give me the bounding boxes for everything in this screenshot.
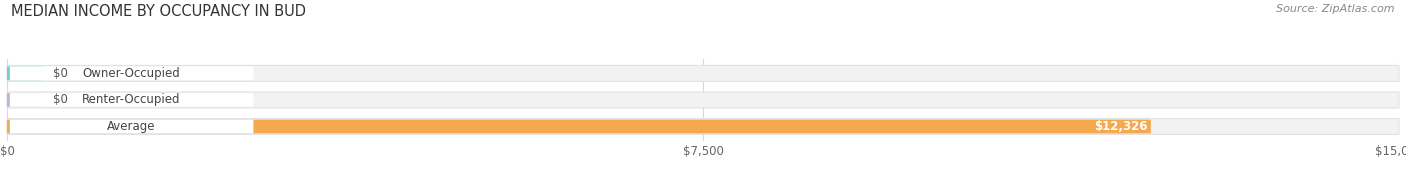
FancyBboxPatch shape (7, 119, 1399, 134)
FancyBboxPatch shape (10, 66, 253, 80)
Text: Owner-Occupied: Owner-Occupied (83, 67, 180, 80)
Text: $12,326: $12,326 (1094, 120, 1149, 133)
Text: Source: ZipAtlas.com: Source: ZipAtlas.com (1277, 4, 1395, 14)
FancyBboxPatch shape (10, 93, 253, 107)
FancyBboxPatch shape (10, 120, 253, 133)
FancyBboxPatch shape (7, 92, 1399, 108)
FancyBboxPatch shape (7, 66, 42, 80)
FancyBboxPatch shape (7, 65, 1399, 81)
FancyBboxPatch shape (7, 93, 42, 107)
FancyBboxPatch shape (7, 120, 1152, 133)
Text: MEDIAN INCOME BY OCCUPANCY IN BUD: MEDIAN INCOME BY OCCUPANCY IN BUD (11, 4, 307, 19)
Text: $0: $0 (53, 93, 67, 106)
Text: Average: Average (107, 120, 156, 133)
Text: $0: $0 (53, 67, 67, 80)
Text: Renter-Occupied: Renter-Occupied (83, 93, 181, 106)
